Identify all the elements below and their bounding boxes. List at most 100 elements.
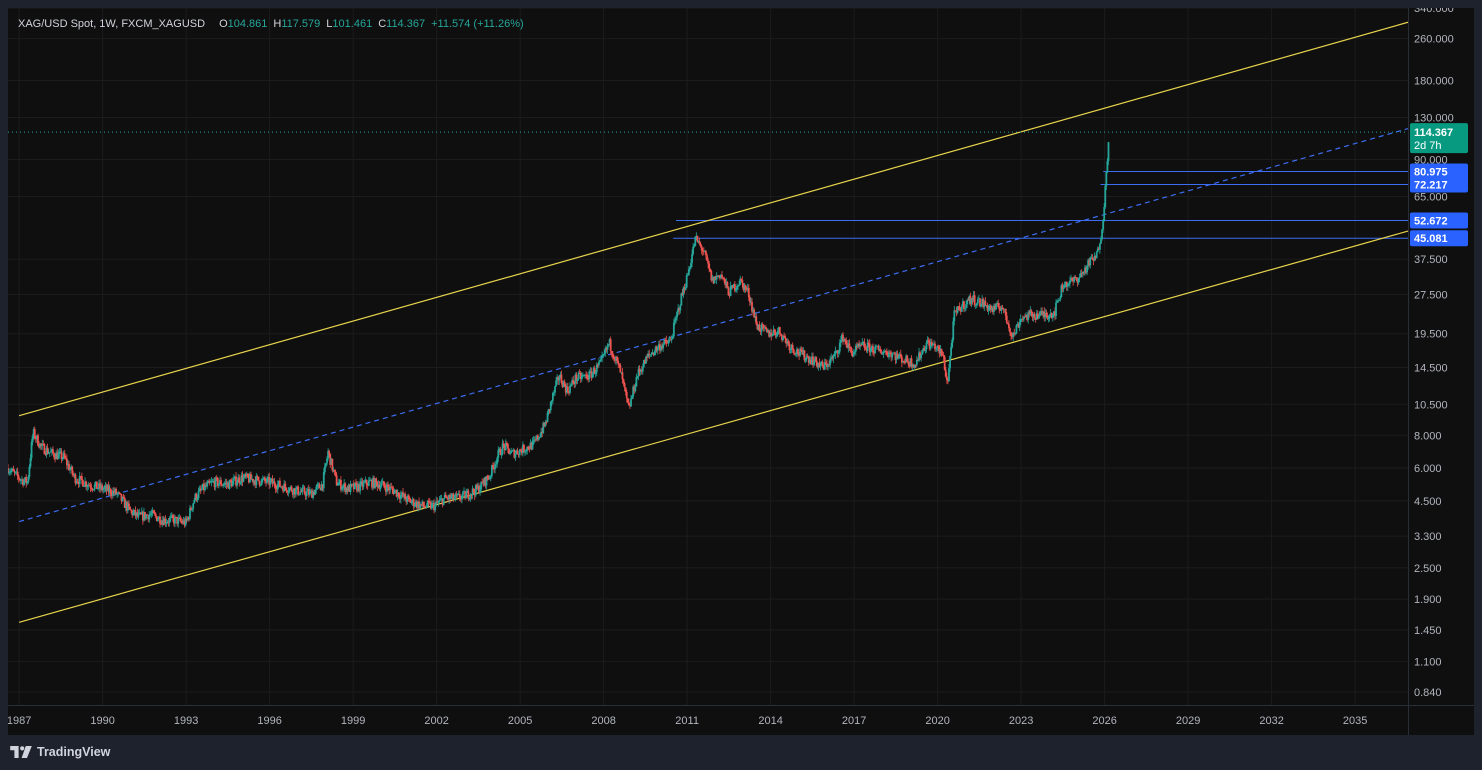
candle-body	[205, 485, 207, 487]
candle-body	[136, 512, 139, 517]
candle-body	[562, 381, 565, 388]
candle-body	[414, 501, 417, 506]
candle-body	[131, 510, 134, 516]
tradingview-logo-icon[interactable]	[10, 746, 32, 758]
time-tick-label: 2029	[1176, 715, 1200, 727]
candle-body	[124, 502, 127, 508]
candle-body	[818, 362, 821, 367]
upper-channel-line[interactable]	[18, 21, 1409, 417]
candle-body	[627, 402, 630, 406]
chart-canvas[interactable]: 340.000 260.000 180.000 130.000 90.000 65.000…	[8, 8, 1474, 735]
candle-body	[731, 285, 734, 288]
candle-body	[1043, 311, 1046, 318]
candle-body	[970, 298, 973, 304]
candle-body	[327, 451, 329, 459]
candle-body	[563, 381, 566, 386]
candle-body	[676, 312, 678, 318]
tradingview-brand[interactable]: TradingView	[37, 745, 111, 759]
candle-body	[894, 354, 897, 360]
candle-body	[123, 498, 126, 508]
candle-body	[194, 493, 197, 500]
candle-body	[630, 398, 632, 407]
price-axis[interactable]: 340.000 260.000 180.000 130.000 90.000 65.000…	[1414, 8, 1454, 699]
candle-body	[850, 347, 853, 354]
candle-body	[961, 301, 964, 307]
candle-body	[661, 346, 663, 349]
candle-body	[1090, 257, 1093, 259]
candle-body	[392, 489, 395, 494]
candle-body	[700, 246, 703, 251]
lower-channel-line[interactable]	[18, 230, 1409, 623]
candle-body	[301, 487, 304, 492]
candle-body	[1052, 311, 1055, 315]
candle-body	[299, 491, 302, 495]
candle-body	[807, 356, 810, 363]
candle-body	[260, 479, 263, 485]
candle-body	[323, 466, 326, 473]
candle-body	[128, 503, 130, 507]
channel-midline[interactable]	[18, 128, 1409, 523]
candle-body	[183, 520, 186, 526]
candle-body	[1047, 317, 1050, 319]
candle-body	[893, 353, 896, 355]
plot-area[interactable]	[8, 21, 1409, 623]
candle-body	[27, 476, 30, 482]
candle-body	[1041, 311, 1044, 315]
candle-body	[639, 370, 642, 372]
candle-body	[472, 488, 475, 493]
candle-body	[12, 468, 15, 471]
price-tick-label: 6.000	[1414, 463, 1442, 475]
candle-body	[355, 482, 357, 484]
candle-body	[76, 481, 79, 483]
candle-body	[455, 494, 458, 496]
candle-body	[429, 502, 432, 509]
candle-body	[720, 275, 722, 278]
candle-body	[305, 491, 308, 497]
price-tick-label: 4.500	[1414, 496, 1442, 508]
candle-body	[723, 278, 726, 280]
candle-body	[1034, 317, 1037, 320]
candle-body	[971, 298, 974, 301]
candle-body	[403, 493, 405, 497]
change-value: +11.574 (+11.26%)	[431, 18, 524, 30]
candle-body	[921, 350, 924, 355]
price-tick-label: 2.500	[1414, 563, 1442, 575]
candle-body	[711, 277, 714, 281]
candle-body	[705, 251, 707, 256]
candle-body	[837, 351, 840, 354]
candle-body	[156, 519, 159, 522]
symbol-title[interactable]: XAG/USD Spot, 1W, FXCM_XAGUSD	[18, 18, 206, 30]
candle-body	[517, 454, 520, 456]
candle-body	[450, 496, 453, 499]
candle-body	[652, 352, 655, 355]
time-axis[interactable]: 1987 1990 1993 1996 1999 2002 2005 2008 2011 2014…	[8, 715, 1367, 727]
candle-body	[978, 298, 980, 300]
candle-body	[89, 485, 92, 488]
candle-body	[230, 481, 233, 487]
candle-body	[993, 305, 995, 313]
candle-body	[67, 463, 69, 466]
candle-body	[313, 491, 316, 495]
candle-body	[849, 347, 852, 349]
candle-body	[727, 287, 730, 296]
candle-body	[606, 345, 609, 350]
candle-body	[444, 494, 447, 498]
candle-body	[876, 345, 879, 347]
chart-frame[interactable]: 340.000 260.000 180.000 130.000 90.000 65.000…	[8, 8, 1474, 735]
candle-body	[178, 517, 181, 519]
candle-body	[106, 485, 109, 491]
candle-body	[1064, 281, 1067, 285]
candle-body	[437, 502, 440, 503]
candle-body	[835, 350, 838, 352]
candle-body	[941, 355, 944, 356]
candle-body	[687, 269, 690, 276]
candle-body	[968, 296, 971, 301]
candle-body	[791, 344, 794, 350]
candle-body	[350, 483, 353, 485]
candle-body	[428, 502, 431, 503]
candle-body	[174, 516, 176, 524]
time-tick-label: 1987	[8, 715, 31, 727]
open-key: O	[219, 18, 228, 30]
candle-body	[745, 289, 748, 290]
candle-body	[188, 517, 190, 519]
